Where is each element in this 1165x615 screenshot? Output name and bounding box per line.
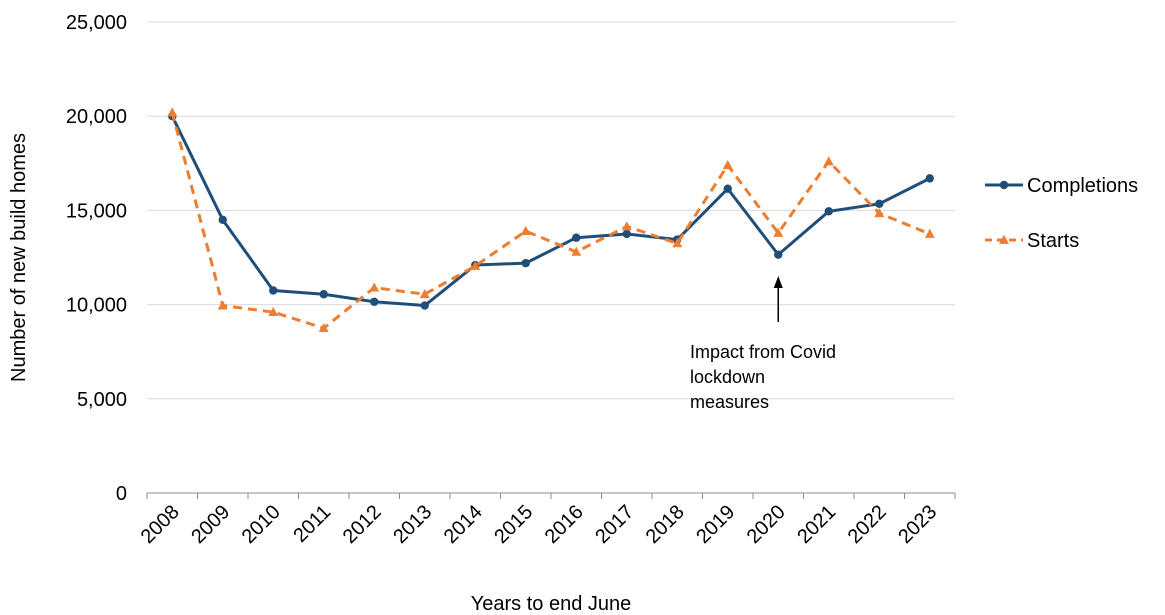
x-tick-label: 2012 [339,501,386,548]
x-tick-label: 2022 [844,501,891,548]
y-tick-label: 10,000 [66,295,127,317]
annotation-arrowhead [773,276,783,288]
data-point-starts [369,282,380,292]
series-line-completions [170,115,931,308]
annotation-text-line: measures [690,392,769,412]
legend-label: Completions [1027,175,1138,197]
data-point-completions [420,301,429,310]
x-tick-label: 2009 [187,501,234,548]
legend-item-completions: Completions [985,175,1138,197]
legend-item-starts: Starts [985,230,1079,252]
legend-marker-completions [999,180,1009,190]
data-point-starts [167,107,178,117]
x-tick-label: 2010 [238,501,285,548]
annotation-text-line: Impact from Covid [690,342,836,362]
x-axis [146,492,956,499]
y-tick-label: 25,000 [66,12,127,34]
series-layer [167,107,935,333]
x-axis-title: Years to end June [471,593,632,615]
data-point-starts [874,208,885,218]
data-point-starts [773,227,784,237]
data-point-starts [520,225,531,236]
data-point-completions [925,174,934,183]
data-point-starts [571,246,582,256]
y-tick-label: 0 [116,483,127,505]
y-axis-title: Number of new build homes [8,133,30,382]
data-point-starts [672,238,683,248]
x-tick-label: 2015 [490,501,537,548]
y-axis-tick-labels: 0 5,000 10,000 15,000 20,000 25,000 [66,12,127,505]
data-point-completions [218,215,227,225]
data-point-completions [774,250,783,259]
y-tick-label: 5,000 [77,389,127,411]
data-point-completions [269,286,278,295]
data-point-starts [621,221,632,231]
data-point-completions [622,229,631,239]
x-tick-label: 2008 [137,501,184,548]
data-point-completions [723,184,732,193]
x-tick-label: 2019 [692,501,739,548]
data-point-completions [824,207,833,216]
annotation-text-line: lockdown [690,367,765,387]
x-tick-label: 2018 [642,501,689,548]
x-tick-label: 2017 [591,501,638,548]
legend-label: Starts [1027,230,1079,252]
x-tick-label: 2021 [793,501,840,548]
data-point-completions [319,290,328,299]
data-point-starts [823,156,834,166]
x-tick-label: 2023 [894,501,941,548]
data-point-completions [875,199,884,209]
x-tick-label: 2011 [289,501,335,547]
data-point-starts [924,228,935,238]
data-point-completions [572,233,581,242]
legend-marker-starts [999,234,1009,244]
x-tick-label: 2014 [440,501,487,548]
data-point-starts [318,322,329,333]
x-tick-label: 2020 [743,501,790,548]
x-axis-tick-labels: 2008 2009 2010 2011 2012 2013 2014 2015 2016 2017… [137,501,942,548]
y-tick-label: 20,000 [66,106,127,128]
data-point-starts [419,289,430,299]
annotation: Impact from Covid lockdown measures [690,276,836,412]
data-point-starts [722,159,733,170]
data-point-starts [470,260,481,270]
data-point-starts [217,300,228,310]
data-point-starts [268,306,279,317]
data-point-completions [521,258,530,268]
legend: Completions Starts [985,175,1138,252]
gridlines [147,21,955,400]
data-point-completions [370,297,379,306]
x-tick-label: 2016 [541,501,588,548]
series-line-starts [170,112,931,330]
series-starts [167,107,935,333]
y-tick-label: 15,000 [66,200,127,222]
x-tick-label: 2013 [389,501,436,548]
